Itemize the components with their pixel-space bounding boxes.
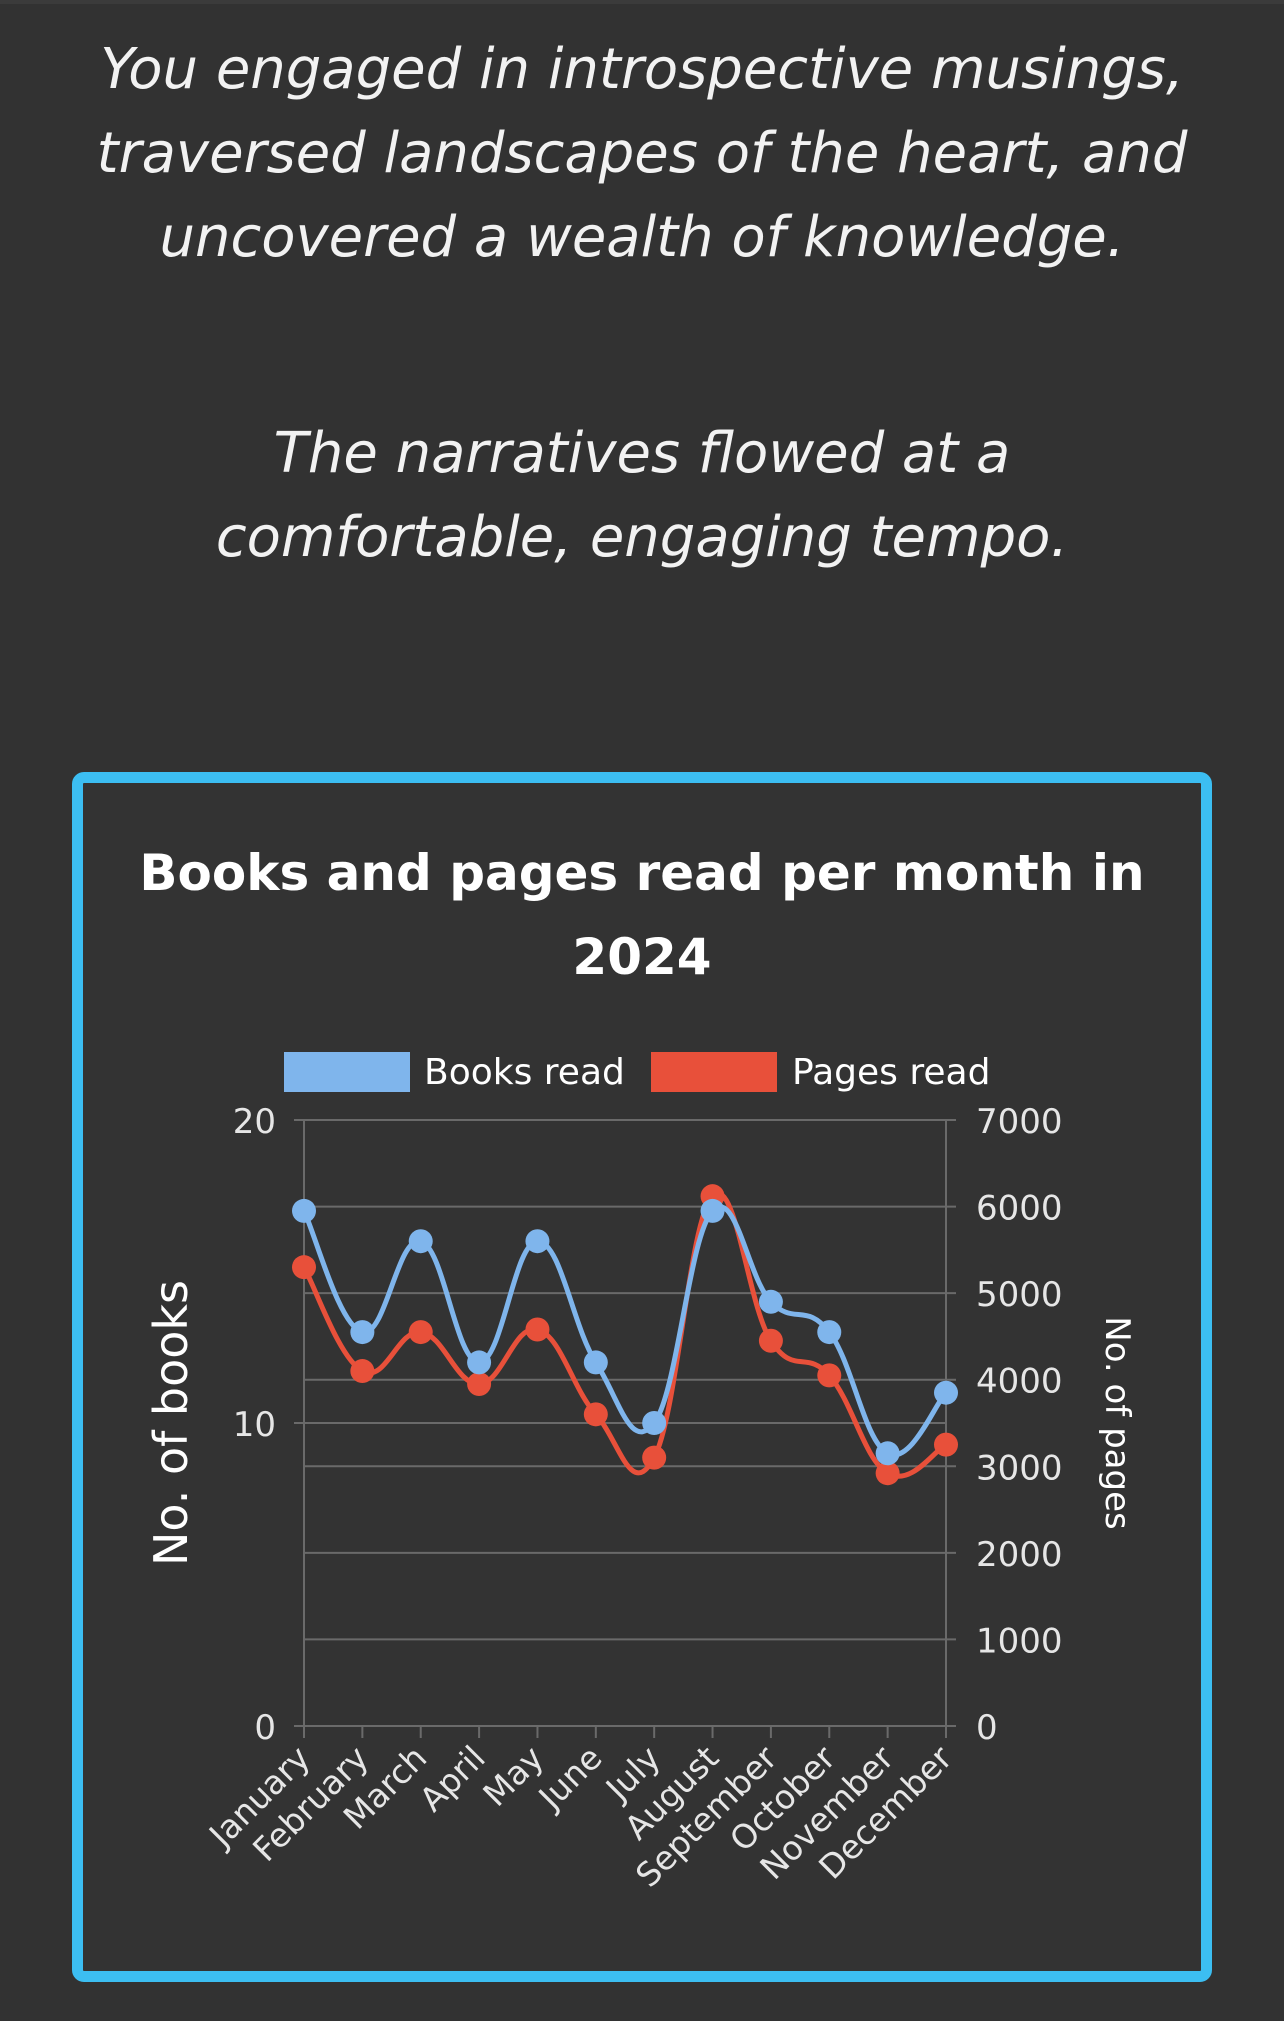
data-point-books-may[interactable] xyxy=(525,1229,550,1254)
data-point-books-july[interactable] xyxy=(642,1411,667,1435)
y-right-tick-label: 4000 xyxy=(976,1362,1063,1402)
top-divider xyxy=(0,0,1284,4)
series-line-pages xyxy=(301,1191,948,1479)
y-right-tick-label: 3000 xyxy=(976,1448,1063,1488)
legend-swatch-pages xyxy=(651,1052,777,1092)
data-point-pages-may[interactable] xyxy=(525,1317,550,1342)
data-point-books-november[interactable] xyxy=(875,1441,900,1466)
data-point-pages-december[interactable] xyxy=(934,1432,958,1457)
data-point-pages-april[interactable] xyxy=(467,1372,492,1397)
y-right-tick-label: 0 xyxy=(976,1708,998,1748)
y-left-tick-label: 0 xyxy=(254,1708,276,1748)
data-point-pages-march[interactable] xyxy=(408,1320,433,1345)
x-tick-label-april: April xyxy=(412,1738,493,1819)
data-point-books-august[interactable] xyxy=(700,1198,725,1223)
y-right-tick-label: 6000 xyxy=(976,1189,1063,1229)
y-left-axis-title: No. of books xyxy=(144,1280,198,1566)
legend-label-books: Books read xyxy=(424,1052,625,1093)
data-point-books-december[interactable] xyxy=(934,1380,958,1405)
y-right-tick-label: 2000 xyxy=(976,1535,1063,1575)
chart-title-line-2: 2024 xyxy=(572,928,711,986)
data-point-books-june[interactable] xyxy=(583,1350,608,1375)
data-point-pages-june[interactable] xyxy=(583,1402,608,1427)
data-point-books-february[interactable] xyxy=(350,1320,375,1345)
data-point-pages-october[interactable] xyxy=(817,1363,842,1388)
data-point-books-october[interactable] xyxy=(817,1320,842,1345)
series-line-books xyxy=(301,1204,948,1458)
y-right-axis-title: No. of pages xyxy=(1097,1316,1137,1529)
y-right-tick-label: 1000 xyxy=(976,1621,1063,1661)
legend-swatch-books xyxy=(284,1052,410,1092)
narrative-paragraph-2: The narratives flowed at a comfortable, … xyxy=(215,421,1069,570)
data-point-books-january[interactable] xyxy=(292,1198,316,1223)
chart-card xyxy=(72,772,1212,1982)
x-tick-label-may: May xyxy=(475,1738,551,1814)
data-point-books-april[interactable] xyxy=(467,1350,492,1375)
data-point-pages-september[interactable] xyxy=(758,1328,783,1353)
y-left-tick-label: 20 xyxy=(233,1102,276,1142)
data-point-pages-july[interactable] xyxy=(642,1445,667,1470)
data-point-pages-february[interactable] xyxy=(350,1359,375,1384)
data-point-books-september[interactable] xyxy=(758,1289,783,1314)
chart-title-line-1: Books and pages read per month in xyxy=(139,844,1144,902)
y-right-tick-label: 5000 xyxy=(976,1275,1063,1315)
data-point-pages-november[interactable] xyxy=(875,1461,900,1486)
legend-label-pages: Pages read xyxy=(792,1052,990,1093)
data-point-pages-january[interactable] xyxy=(292,1255,316,1280)
y-left-tick-label: 10 xyxy=(233,1405,276,1445)
data-point-books-march[interactable] xyxy=(408,1229,433,1254)
y-right-tick-label: 7000 xyxy=(976,1102,1063,1142)
x-tick-label-june: June xyxy=(530,1738,610,1818)
narrative-paragraph-1: You engaged in introspective musings, tr… xyxy=(96,37,1188,270)
